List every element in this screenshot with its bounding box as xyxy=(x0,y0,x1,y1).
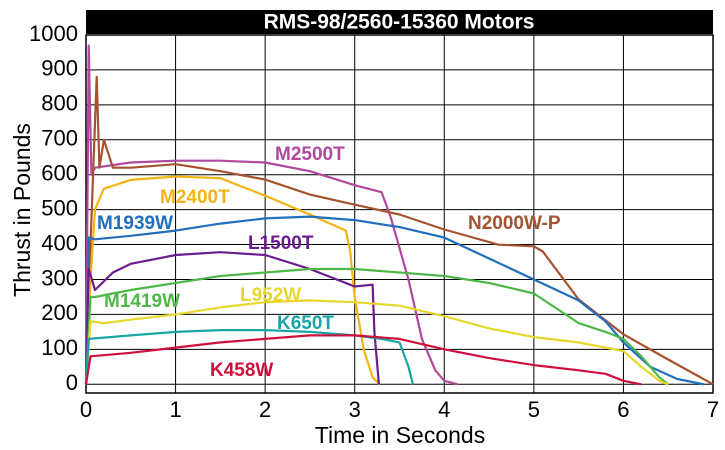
chart-title: RMS-98/2560-15360 Motors xyxy=(264,11,535,34)
y-tick-label: 1000 xyxy=(29,21,78,46)
x-axis-label: Time in Seconds xyxy=(315,422,485,448)
x-tick-label: 7 xyxy=(707,397,719,422)
y-tick-label: 800 xyxy=(41,91,78,116)
y-tick-label: 700 xyxy=(41,126,78,151)
x-tick-label: 2 xyxy=(259,397,271,422)
y-tick-label: 0 xyxy=(66,370,78,395)
series-label: L1500T xyxy=(248,233,314,254)
series-label: M1939W xyxy=(97,213,173,234)
series-label: N2000W-P xyxy=(468,213,561,234)
title-bar xyxy=(86,10,713,34)
y-tick-label: 300 xyxy=(41,265,78,290)
series-label: M2500T xyxy=(275,144,345,165)
series-line xyxy=(84,329,414,385)
y-tick-label: 400 xyxy=(41,230,78,255)
x-tick-label: 5 xyxy=(528,397,540,422)
y-tick-label: 200 xyxy=(41,300,78,325)
y-tick-label: 100 xyxy=(41,335,78,360)
series-line xyxy=(84,215,705,386)
series-line xyxy=(84,251,380,385)
series-label: K650T xyxy=(277,313,334,334)
y-tick-label: 500 xyxy=(41,195,78,220)
y-tick-label: 600 xyxy=(41,161,78,186)
series-line xyxy=(84,267,669,386)
series-line xyxy=(84,299,669,386)
x-tick-label: 1 xyxy=(169,397,181,422)
series-line xyxy=(84,175,381,386)
x-tick-label: 4 xyxy=(438,397,450,422)
series-label: L952W xyxy=(240,285,301,306)
series-label: M2400T xyxy=(160,187,230,208)
series-line xyxy=(84,334,642,386)
series-line xyxy=(84,75,714,386)
series-label: M1419W xyxy=(104,291,180,312)
x-tick-label: 6 xyxy=(617,397,629,422)
y-tick-label: 900 xyxy=(41,56,78,81)
y-axis-label: Thrust in Pounds xyxy=(9,123,35,297)
x-tick-label: 0 xyxy=(80,397,92,422)
x-tick-label: 3 xyxy=(349,397,361,422)
series-label: K458W xyxy=(210,360,273,381)
